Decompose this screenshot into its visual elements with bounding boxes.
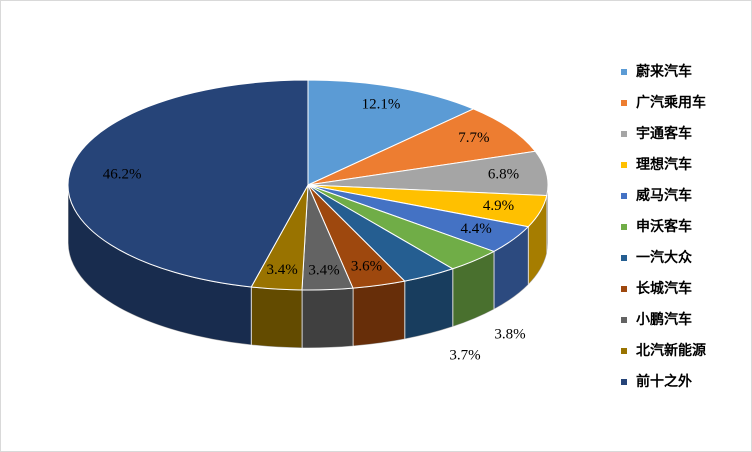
slice-side-shade: [493, 226, 529, 310]
slice-side-shade: [251, 287, 302, 348]
legend-label: 威马汽车: [636, 187, 692, 204]
data-label: 3.4%: [266, 262, 297, 278]
data-label: 6.8%: [488, 167, 519, 183]
legend-swatch: [621, 224, 627, 230]
legend-swatch: [621, 131, 627, 137]
legend-label: 前十之外: [636, 373, 692, 390]
slice-side-shade: [68, 185, 252, 346]
legend-swatch: [621, 348, 627, 354]
legend-swatch: [621, 255, 627, 261]
legend-label: 广汽乘用车: [636, 94, 706, 111]
pie-tops: [67, 79, 549, 291]
slice-side-shade: [301, 288, 353, 348]
legend-label: 长城汽车: [636, 280, 692, 297]
slice: [307, 79, 475, 186]
legend-label: 蔚来汽车: [636, 63, 692, 80]
data-label: 46.2%: [103, 167, 142, 183]
legend-swatch: [621, 100, 627, 106]
legend-label: 北汽新能源: [636, 342, 706, 359]
legend-label: 小鹏汽车: [636, 311, 692, 328]
data-label: 3.4%: [308, 262, 339, 278]
data-labels: 12.1% 7.7% 6.8% 4.9% 4.4% 3.8% 3.7% 3.6% 3.4% 3.4…: [103, 96, 526, 363]
slice-side-shade: [452, 251, 494, 327]
data-label: 3.8%: [494, 326, 525, 342]
legend-swatch: [621, 162, 627, 168]
legend-swatch: [621, 69, 627, 75]
slice-side-shade: [404, 268, 453, 340]
data-label: 4.9%: [483, 198, 514, 214]
legend-swatch: [621, 317, 627, 323]
legend-swatch: [621, 379, 627, 385]
data-label: 12.1%: [362, 96, 401, 112]
slice: [307, 108, 537, 186]
data-label: 7.7%: [458, 130, 489, 146]
data-label: 3.6%: [351, 259, 382, 275]
data-label: 3.7%: [449, 347, 480, 363]
legend-swatch: [621, 286, 627, 292]
slice-side-shade: [528, 195, 547, 285]
slice-side-shade: [352, 281, 405, 347]
slice: [67, 79, 309, 288]
legend-label: 一汽大众: [636, 249, 692, 266]
legend-label: 申沃客车: [636, 218, 692, 235]
legend: 蔚来汽车广汽乘用车宇通客车理想汽车威马汽车申沃客车一汽大众长城汽车小鹏汽车北汽新…: [621, 63, 706, 390]
legend-label: 宇通客车: [636, 125, 692, 142]
legend-swatch: [621, 193, 627, 199]
legend-label: 理想汽车: [636, 156, 692, 173]
data-label: 4.4%: [460, 221, 491, 237]
